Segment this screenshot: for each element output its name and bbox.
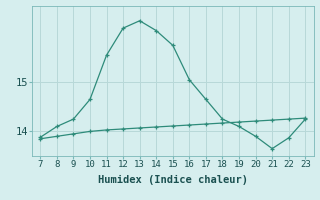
X-axis label: Humidex (Indice chaleur): Humidex (Indice chaleur) — [98, 175, 248, 185]
